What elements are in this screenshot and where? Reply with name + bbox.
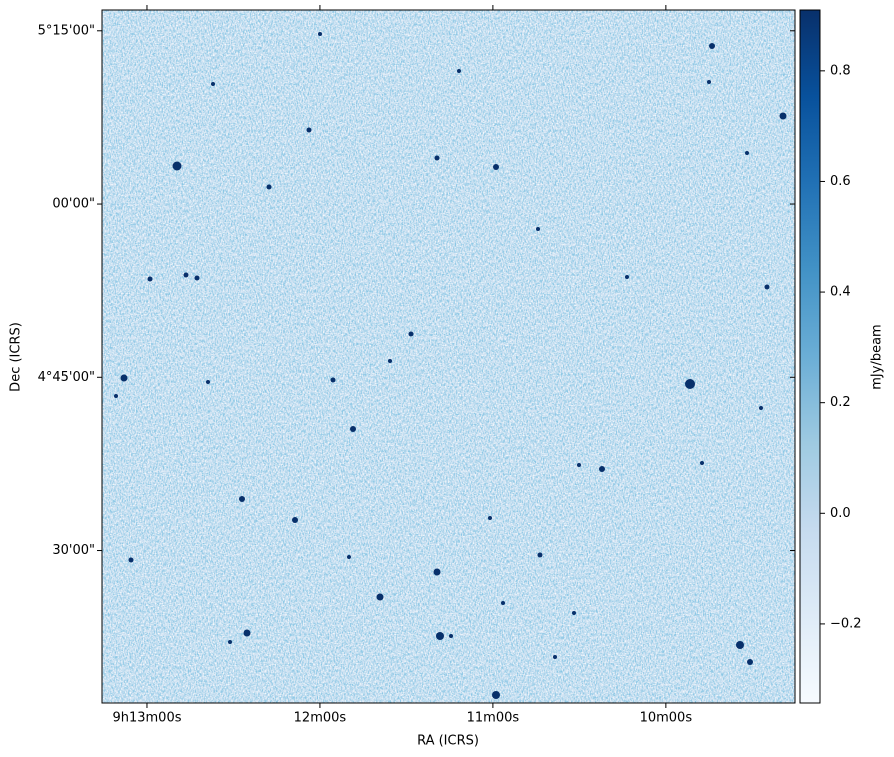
x-tick-label: 10m00s [640, 711, 693, 726]
colorbar-tick-label: 0.6 [830, 174, 851, 189]
colorbar [799, 9, 821, 704]
y-axis-label: Dec (ICRS) [9, 322, 24, 392]
x-tick-label: 11m00s [467, 711, 520, 726]
image-noise-light [102, 10, 795, 703]
colorbar-tick-label: 0.8 [830, 63, 851, 78]
colorbar-label: mJy/beam [870, 324, 885, 389]
y-tick-label: 4°45'00" [38, 370, 95, 385]
colorbar-tick-label: 0.0 [830, 506, 851, 521]
y-tick-label: 30'00" [52, 543, 95, 558]
x-tick-label: 9h13m00s [112, 711, 181, 726]
colorbar-tick-label: 0.4 [830, 285, 851, 300]
x-tick-label: 12m00s [294, 711, 347, 726]
plot-frame [101, 9, 796, 704]
image [102, 10, 795, 703]
y-tick-label: 5°15'00" [38, 23, 95, 38]
sources [114, 32, 787, 699]
colorbar-tick-label: 0.2 [830, 395, 851, 410]
x-axis-label: RA (ICRS) [417, 734, 479, 749]
y-tick-label: 00'00" [52, 197, 95, 212]
colorbar-tick-label: −0.2 [830, 616, 862, 631]
